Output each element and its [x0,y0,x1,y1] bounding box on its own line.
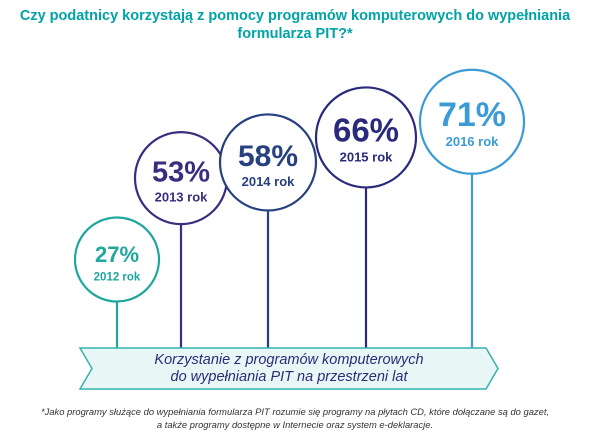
value-label-1: 53% [152,157,210,189]
category-label-0: 2012 rok [94,272,141,284]
category-label-1: 2013 rok [155,190,209,205]
category-label-2: 2014 rok [242,174,296,189]
bubble-3 [314,86,418,189]
bubble-2 [218,113,318,212]
banner-text-line-1: Korzystanie z programów komputerowych [154,352,423,368]
value-label-3: 66% [333,111,399,148]
chart-title: Czy podatnicy korzystają z pomocy progra… [0,7,590,43]
chart-title-line-2: formularza PIT?* [237,26,353,42]
banner-arrow [78,347,499,390]
banner-text-line-2: do wypełniania PIT na przestrzeni lat [171,369,409,385]
footnote: *Jako programy służące do wypełniania fo… [0,405,590,431]
footnote-line-2: a także programy dostępne w Internecie o… [156,419,434,430]
value-label-0: 27% [95,242,139,267]
bubble-4 [418,68,526,175]
category-label-4: 2016 rok [446,134,500,149]
value-label-4: 71% [438,96,506,134]
category-label-3: 2015 rok [340,149,394,164]
value-label-2: 58% [238,140,298,173]
bubble-0 [73,216,161,303]
footnote-line-1: *Jako programy służące do wypełniania fo… [40,406,550,417]
chart-title-line-1: Czy podatnicy korzystają z pomocy progra… [19,8,571,24]
